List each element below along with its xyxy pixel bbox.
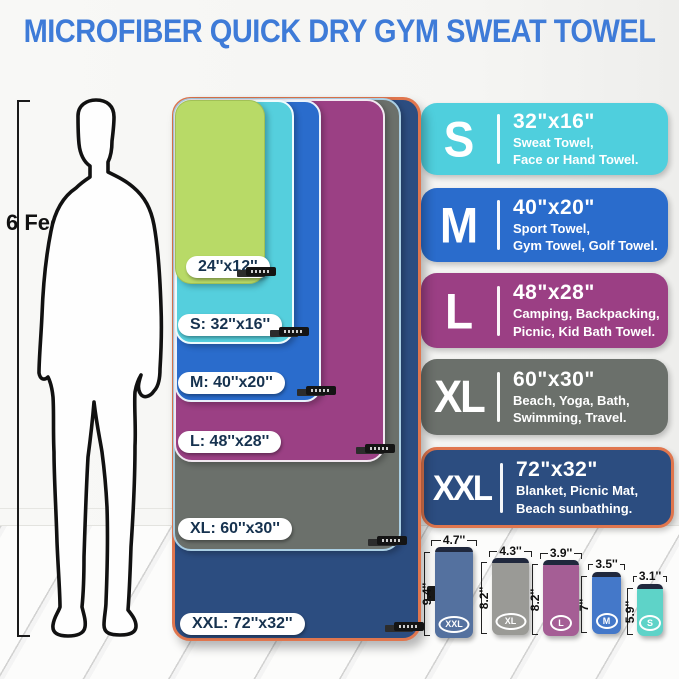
card-description: Gym Towel, Golf Towel. [513, 238, 658, 253]
folded-size-badge: XL [495, 613, 526, 630]
fold-edge [492, 558, 529, 563]
width-dimension-s: 3.1'' [633, 569, 668, 583]
height-measure-line [17, 100, 19, 637]
brand-tag-icon [394, 622, 424, 631]
fold-edge [592, 572, 621, 577]
card-description: Camping, Backpacking, [513, 306, 660, 322]
folded-size-badge: L [550, 615, 572, 631]
folded-size-badge: S [639, 615, 661, 631]
card-letter: M [439, 196, 479, 254]
size-label-m: M: 40''x20'' [178, 372, 285, 394]
hang-loop [427, 586, 437, 601]
measure-tick-bottom [17, 635, 30, 637]
size-label-s: S: 32''x16'' [178, 314, 283, 336]
card-divider [497, 372, 500, 422]
fold-edge [543, 560, 579, 565]
card-description: Face or Hand Towel. [513, 152, 639, 167]
width-dimension-l: 3.9'' [540, 546, 583, 560]
card-divider [500, 462, 503, 513]
card-dimensions: 48"x28" [513, 281, 595, 305]
card-dimensions: 40"x20" [513, 195, 595, 219]
folded-towel-xl: XL [492, 558, 529, 635]
card-divider [497, 200, 500, 250]
card-letter: S [443, 110, 475, 168]
folded-size-badge: XXL [438, 616, 470, 633]
size-card-l: L 48"x28" Camping, Backpacking, Picnic, … [421, 273, 668, 348]
width-dimension-xl: 4.3'' [489, 544, 533, 558]
size-label-xxl: XXL: 72''x32'' [180, 613, 305, 635]
size-label-l: L: 48''x28'' [178, 431, 282, 453]
size-card-s: S 32"x16" Sweat Towel, Face or Hand Towe… [421, 103, 668, 175]
folded-towel-xxl: XXL [435, 547, 473, 638]
card-dimensions: 72"x32" [516, 458, 598, 482]
size-card-m: M 40"x20" Sport Towel, Gym Towel, Golf T… [421, 188, 668, 262]
towel-xs-flat [175, 100, 265, 284]
card-dimensions: 32"x16" [513, 109, 595, 133]
measure-tick-top [17, 100, 30, 102]
card-description: Sport Towel, [513, 220, 591, 236]
card-divider [497, 114, 500, 164]
card-description: Blanket, Picnic Mat, [516, 483, 639, 499]
brand-tag-icon [246, 267, 276, 276]
width-dimension-xxl: 4.7'' [431, 533, 478, 547]
folded-towel-m: M [592, 572, 621, 634]
fold-edge [637, 584, 663, 589]
size-card-xl: XL 60"x30" Beach, Yoga, Bath, Swimming, … [421, 359, 668, 435]
size-card-xxl: XXL 72"x32" Blanket, Picnic Mat, Beach s… [421, 447, 674, 528]
card-description: Swimming, Travel. [513, 410, 627, 425]
card-description: Sweat Towel, [513, 134, 594, 150]
card-letter: XXL [432, 466, 493, 507]
card-letter: L [444, 282, 474, 339]
brand-tag-icon [377, 536, 407, 545]
card-divider [497, 285, 500, 336]
card-description: Beach, Yoga, Bath, [513, 392, 630, 408]
width-dimension-m: 3.5'' [588, 557, 626, 571]
card-description: Picnic, Kid Bath Towel. [513, 323, 656, 339]
folded-towel-l: L [543, 560, 579, 636]
person-outline-figure [37, 98, 164, 638]
card-description: Beach sunbathing. [516, 500, 633, 516]
fold-edge [435, 547, 473, 552]
brand-tag-icon [365, 444, 395, 453]
size-label-xl: XL: 60''x30'' [178, 518, 292, 540]
folded-size-badge: M [595, 613, 618, 629]
brand-tag-icon [306, 386, 336, 395]
card-letter: XL [434, 371, 486, 422]
card-dimensions: 60"x30" [513, 367, 595, 391]
page-title: MICROFIBER QUICK DRY GYM SWEAT TOWEL [23, 14, 656, 50]
folded-towel-s: S [637, 584, 663, 636]
brand-tag-icon [279, 327, 309, 336]
